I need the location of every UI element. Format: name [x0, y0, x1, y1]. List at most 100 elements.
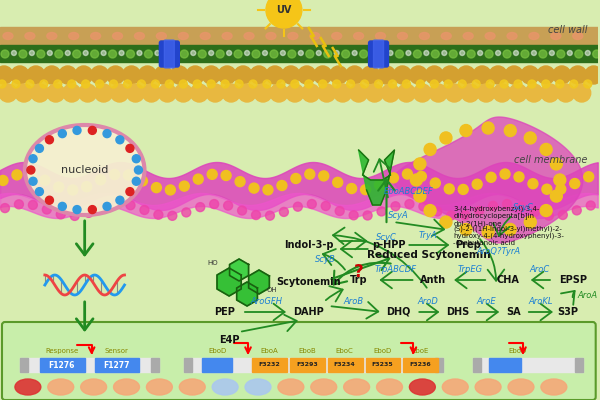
Circle shape — [370, 50, 375, 56]
Circle shape — [442, 50, 447, 56]
Circle shape — [166, 185, 175, 195]
Circle shape — [550, 190, 562, 202]
Circle shape — [472, 80, 480, 88]
Circle shape — [155, 50, 160, 56]
FancyBboxPatch shape — [368, 41, 388, 67]
Circle shape — [238, 84, 256, 102]
Circle shape — [346, 66, 364, 84]
Circle shape — [572, 206, 581, 215]
Circle shape — [419, 202, 428, 211]
Ellipse shape — [475, 379, 501, 395]
Circle shape — [457, 66, 475, 84]
Circle shape — [186, 66, 204, 84]
Circle shape — [235, 80, 243, 88]
Circle shape — [425, 66, 443, 84]
Ellipse shape — [551, 32, 561, 40]
Bar — [95, 358, 139, 372]
Circle shape — [142, 84, 160, 102]
Circle shape — [333, 80, 341, 88]
Circle shape — [305, 80, 313, 88]
Bar — [40, 358, 85, 372]
Circle shape — [472, 179, 482, 189]
Ellipse shape — [344, 379, 370, 395]
Circle shape — [363, 211, 372, 220]
Circle shape — [514, 50, 518, 56]
Circle shape — [291, 174, 301, 184]
Circle shape — [218, 66, 236, 84]
Circle shape — [447, 211, 456, 220]
Circle shape — [79, 84, 97, 102]
Circle shape — [554, 174, 566, 186]
Bar — [20, 358, 160, 372]
Circle shape — [394, 66, 412, 84]
Circle shape — [82, 80, 89, 88]
Circle shape — [91, 66, 109, 84]
Text: AroB: AroB — [344, 298, 364, 306]
Circle shape — [224, 201, 233, 210]
Text: Scytonemin: Scytonemin — [277, 277, 341, 287]
Ellipse shape — [310, 32, 320, 40]
Circle shape — [321, 202, 330, 210]
Circle shape — [319, 171, 329, 181]
Bar — [473, 358, 583, 372]
Text: 3-(4-hydroxybenzyl)-3,4-
dihydrocyclopenta[b]in
dol-2(1H)-one: 3-(4-hydroxybenzyl)-3,4- dihydrocyclopen… — [453, 205, 539, 227]
Bar — [489, 358, 521, 372]
Text: DHQ: DHQ — [386, 307, 410, 317]
Circle shape — [75, 66, 92, 84]
Circle shape — [158, 84, 176, 102]
Circle shape — [110, 170, 119, 180]
Text: AroGFH: AroGFH — [250, 298, 282, 306]
Circle shape — [388, 80, 397, 88]
Text: AroA: AroA — [578, 292, 598, 300]
Bar — [0, 27, 598, 45]
Ellipse shape — [278, 379, 304, 395]
Circle shape — [262, 50, 268, 56]
Ellipse shape — [25, 125, 145, 215]
Circle shape — [504, 224, 516, 236]
Circle shape — [333, 177, 343, 187]
Circle shape — [175, 84, 192, 102]
Circle shape — [460, 224, 472, 236]
Bar — [0, 45, 598, 62]
Text: F3234: F3234 — [334, 362, 356, 368]
Polygon shape — [394, 117, 583, 243]
Circle shape — [95, 84, 113, 102]
Circle shape — [112, 200, 121, 209]
Ellipse shape — [541, 379, 567, 395]
Circle shape — [557, 84, 575, 102]
Text: AroKL: AroKL — [529, 298, 553, 306]
Circle shape — [83, 50, 88, 56]
Circle shape — [406, 50, 411, 56]
Circle shape — [202, 66, 220, 84]
Circle shape — [302, 84, 320, 102]
Circle shape — [40, 175, 50, 185]
Circle shape — [540, 204, 552, 216]
Circle shape — [539, 50, 547, 58]
Circle shape — [528, 179, 538, 189]
Circle shape — [250, 66, 268, 84]
Circle shape — [306, 50, 314, 58]
Circle shape — [91, 50, 98, 58]
Ellipse shape — [244, 32, 254, 40]
Circle shape — [467, 50, 475, 58]
Circle shape — [318, 84, 336, 102]
Text: EPSP: EPSP — [559, 275, 587, 285]
Circle shape — [388, 173, 398, 183]
Circle shape — [280, 208, 289, 216]
Bar — [184, 358, 192, 372]
Circle shape — [524, 132, 536, 144]
Circle shape — [365, 84, 383, 102]
Ellipse shape — [529, 32, 539, 40]
Circle shape — [29, 155, 37, 163]
Circle shape — [127, 50, 134, 58]
Circle shape — [430, 80, 439, 88]
Circle shape — [47, 84, 65, 102]
Circle shape — [550, 50, 554, 56]
Text: UV: UV — [276, 5, 292, 15]
Circle shape — [263, 185, 273, 195]
Ellipse shape — [113, 32, 122, 40]
Circle shape — [163, 50, 170, 58]
Circle shape — [235, 177, 245, 187]
Circle shape — [486, 172, 496, 182]
Text: Prep: Prep — [455, 240, 481, 250]
